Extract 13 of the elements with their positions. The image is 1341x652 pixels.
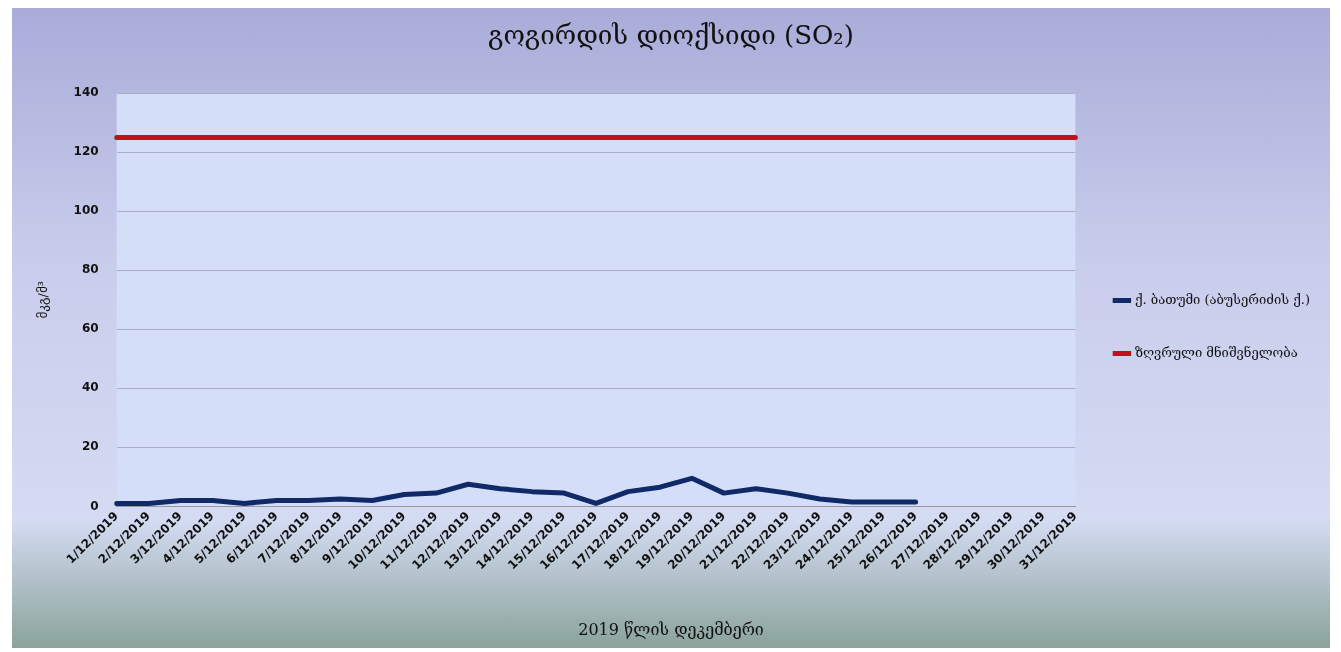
y-tick-label: 100 [73,203,99,218]
y-tick-label: 60 [81,321,99,336]
y-tick-label: 140 [73,85,99,100]
x-axis-title: 2019 წლის დეკემბერი [577,620,765,639]
legend-label: ზღვრული მნიშვნელობა [1134,344,1298,360]
y-tick-label: 0 [90,498,99,513]
y-tick-label: 20 [81,439,99,454]
y-tick-label: 40 [81,380,99,395]
chart-title: გოგირდის დიოქსიდი (SO₂) [487,20,855,50]
y-tick-label: 80 [81,262,99,277]
y-tick-label: 120 [73,144,99,159]
legend-label: ქ. ბათუმი (აბუსერიძის ქ.) [1134,291,1311,307]
y-axis-title: მკგ/მ³ [35,281,51,319]
